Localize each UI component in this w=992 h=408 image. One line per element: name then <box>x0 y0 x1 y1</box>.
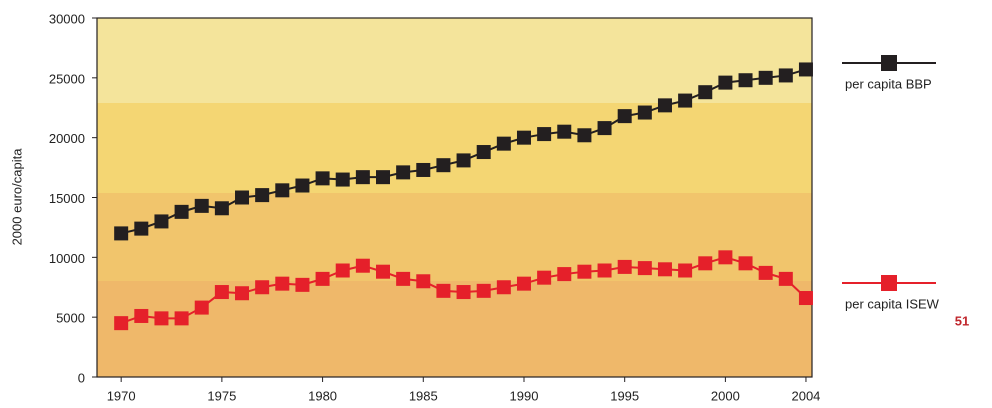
background-bands <box>97 18 812 377</box>
data-point <box>376 170 390 185</box>
data-point <box>577 264 592 279</box>
data-point <box>255 280 270 295</box>
legend-marker <box>881 275 897 291</box>
data-point <box>275 183 290 198</box>
data-point <box>516 130 531 145</box>
data-point <box>376 264 390 279</box>
data-point <box>295 178 310 193</box>
y-tick-label: 25000 <box>49 71 85 86</box>
data-point <box>537 270 552 285</box>
data-point <box>637 105 652 120</box>
data-point <box>516 276 531 291</box>
data-point <box>214 285 229 300</box>
data-point <box>758 70 773 85</box>
data-point <box>174 204 189 219</box>
data-point <box>758 265 773 280</box>
data-point <box>416 162 431 177</box>
data-point <box>718 250 733 265</box>
data-point <box>134 221 149 236</box>
data-point <box>698 256 713 271</box>
data-point <box>174 311 189 326</box>
data-point <box>194 198 209 213</box>
data-point <box>637 261 652 276</box>
x-tick-label: 1985 <box>409 388 438 403</box>
data-point <box>678 263 693 278</box>
y-axis-label: 2000 euro/capita <box>9 148 24 246</box>
y-tick-label: 5000 <box>56 311 85 326</box>
data-point <box>718 75 733 90</box>
data-point <box>154 311 169 326</box>
data-point <box>396 271 411 286</box>
data-point <box>355 258 370 273</box>
data-point <box>597 263 612 278</box>
x-tick-label: 1995 <box>610 388 639 403</box>
data-point <box>678 93 693 108</box>
data-point <box>496 280 511 295</box>
x-tick-label: 2004 <box>791 388 820 403</box>
data-point <box>114 316 129 331</box>
data-point <box>657 98 672 113</box>
data-point <box>778 271 793 286</box>
y-tick-label: 10000 <box>49 251 85 266</box>
legend-label: per capita ISEW <box>845 296 940 311</box>
data-point <box>255 188 270 203</box>
data-point <box>496 136 511 151</box>
data-point <box>476 283 491 298</box>
x-tick-label: 1970 <box>107 388 136 403</box>
data-point <box>416 274 431 289</box>
data-point <box>778 68 793 83</box>
data-point <box>537 127 552 142</box>
data-point <box>154 214 169 229</box>
data-point <box>617 259 632 274</box>
data-point <box>235 286 250 301</box>
data-point <box>194 300 209 315</box>
y-tick-label: 15000 <box>49 191 85 206</box>
data-point <box>275 276 290 291</box>
x-tick-label: 1990 <box>510 388 539 403</box>
data-point <box>456 153 471 168</box>
data-point <box>295 277 310 292</box>
data-point <box>657 262 672 277</box>
data-point <box>355 170 370 185</box>
data-point <box>335 172 350 187</box>
data-point <box>476 145 491 160</box>
legend-label: per capita BBP <box>845 76 932 91</box>
band <box>97 281 812 377</box>
data-point <box>335 263 350 278</box>
data-point <box>315 271 330 286</box>
data-point <box>557 124 572 139</box>
band <box>97 103 812 194</box>
data-point <box>597 121 612 136</box>
data-point <box>114 226 129 241</box>
data-point <box>214 201 229 216</box>
y-tick-label: 30000 <box>49 11 85 26</box>
x-tick-label: 2000 <box>711 388 740 403</box>
data-point <box>436 283 451 298</box>
data-point <box>738 256 753 271</box>
x-tick-label: 1980 <box>308 388 337 403</box>
data-point <box>698 85 713 100</box>
page-number: 51 <box>955 313 969 328</box>
data-point <box>577 128 592 143</box>
data-point <box>738 73 753 88</box>
data-point <box>315 171 330 186</box>
x-tick-label: 1975 <box>207 388 236 403</box>
data-point <box>235 190 250 205</box>
y-tick-label: 0 <box>78 370 85 385</box>
legend-marker <box>881 55 897 71</box>
band <box>97 18 812 104</box>
data-point <box>436 158 451 173</box>
data-point <box>557 267 572 282</box>
data-point <box>134 308 149 323</box>
data-point <box>798 62 813 77</box>
data-point <box>396 165 411 180</box>
data-point <box>617 109 632 124</box>
y-tick-label: 20000 <box>49 131 85 146</box>
data-point <box>456 285 471 300</box>
data-point <box>798 291 813 306</box>
